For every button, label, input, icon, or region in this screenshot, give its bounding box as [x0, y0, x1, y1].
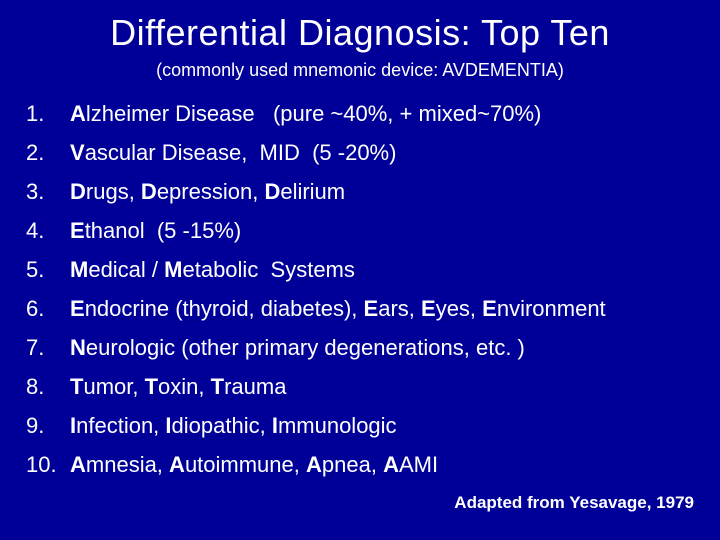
- item-text: Infection, Idiopathic, Immunologic: [70, 415, 397, 437]
- item-text: Ethanol (5 -15%): [70, 220, 241, 242]
- list-item: 1. Alzheimer Disease (pure ~40%, + mixed…: [26, 103, 694, 125]
- item-number: 10.: [26, 454, 70, 476]
- item-text: Medical / Metabolic Systems: [70, 259, 355, 281]
- attribution-text: Adapted from Yesavage, 1979: [26, 493, 694, 513]
- item-text: Alzheimer Disease (pure ~40%, + mixed~70…: [70, 103, 541, 125]
- item-number: 1.: [26, 103, 70, 125]
- list-item: 10. Amnesia, Autoimmune, Apnea, AAMI: [26, 454, 694, 476]
- list-item: 9. Infection, Idiopathic, Immunologic: [26, 415, 694, 437]
- item-text: Tumor, Toxin, Trauma: [70, 376, 286, 398]
- item-number: 5.: [26, 259, 70, 281]
- item-number: 6.: [26, 298, 70, 320]
- item-text: Vascular Disease, MID (5 -20%): [70, 142, 396, 164]
- list-item: 6. Endocrine (thyroid, diabetes), Ears, …: [26, 298, 694, 320]
- item-number: 8.: [26, 376, 70, 398]
- list-item: 4. Ethanol (5 -15%): [26, 220, 694, 242]
- list-item: 2. Vascular Disease, MID (5 -20%): [26, 142, 694, 164]
- list-item: 7. Neurologic (other primary degeneratio…: [26, 337, 694, 359]
- item-text: Amnesia, Autoimmune, Apnea, AAMI: [70, 454, 438, 476]
- list-item: 3. Drugs, Depression, Delirium: [26, 181, 694, 203]
- list-item: 8. Tumor, Toxin, Trauma: [26, 376, 694, 398]
- item-text: Drugs, Depression, Delirium: [70, 181, 345, 203]
- item-number: 4.: [26, 220, 70, 242]
- slide-subtitle: (commonly used mnemonic device: AVDEMENT…: [26, 60, 694, 81]
- item-text: Neurologic (other primary degenerations,…: [70, 337, 525, 359]
- item-number: 9.: [26, 415, 70, 437]
- diagnosis-list: 1. Alzheimer Disease (pure ~40%, + mixed…: [26, 103, 694, 476]
- item-number: 2.: [26, 142, 70, 164]
- item-number: 3.: [26, 181, 70, 203]
- list-item: 5. Medical / Metabolic Systems: [26, 259, 694, 281]
- item-number: 7.: [26, 337, 70, 359]
- item-text: Endocrine (thyroid, diabetes), Ears, Eye…: [70, 298, 606, 320]
- slide-title: Differential Diagnosis: Top Ten: [26, 12, 694, 54]
